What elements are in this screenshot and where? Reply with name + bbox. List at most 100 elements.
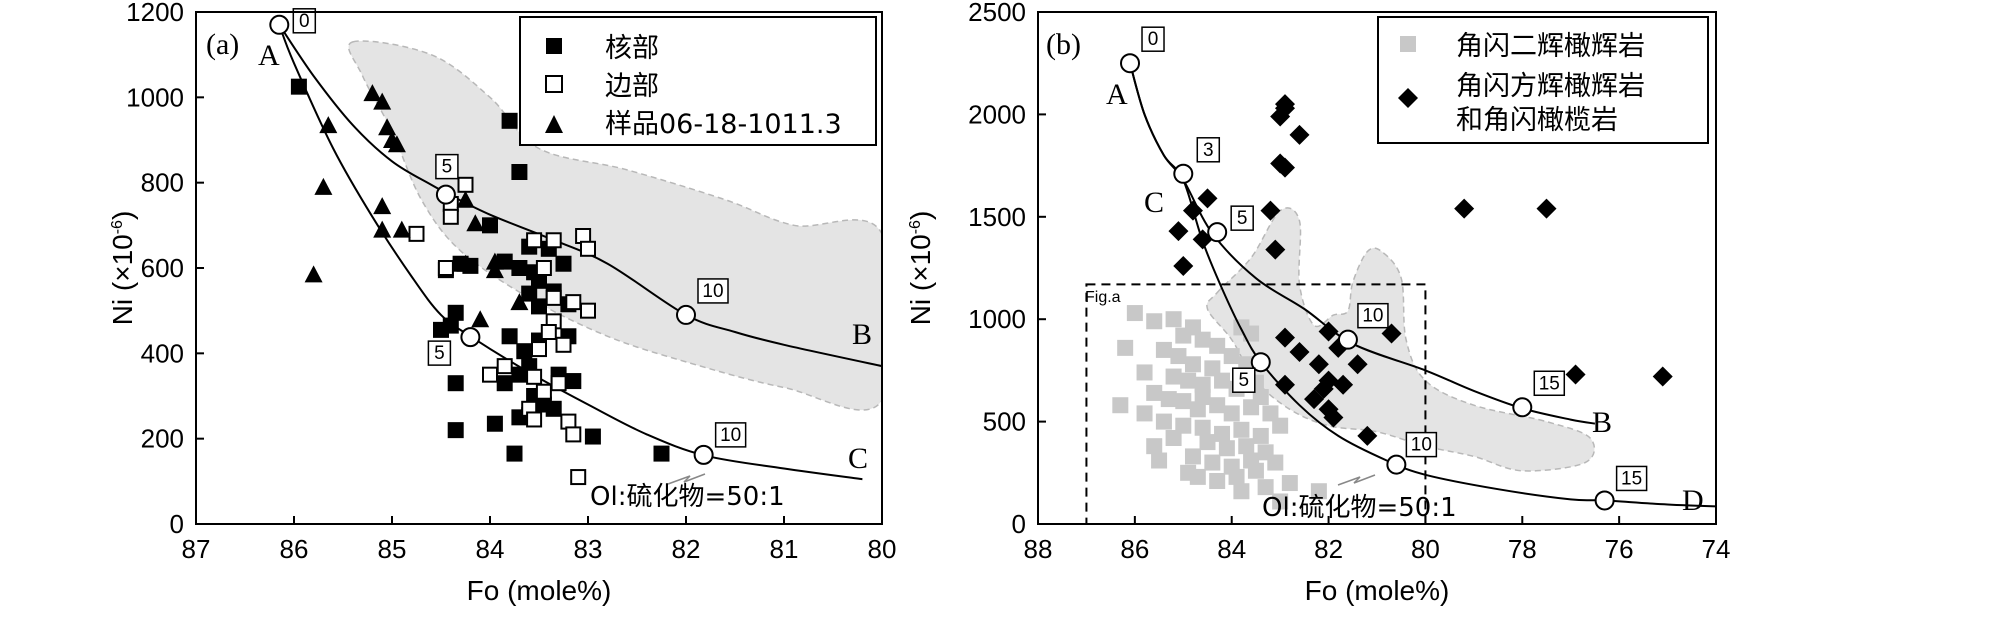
legend-filled-diamond-icon [1398, 88, 1418, 108]
y-tick-label: 800 [141, 168, 184, 198]
data-point [496, 358, 513, 375]
data-point [1168, 221, 1189, 242]
data-point [1243, 325, 1260, 342]
curve-tick-box [714, 422, 747, 448]
curve-open-circle [693, 444, 714, 465]
data-point [1308, 354, 1329, 375]
data-point [511, 164, 528, 180]
legend-filled-triangle-icon [545, 115, 563, 133]
data-point [1243, 452, 1260, 469]
panel-a-xlabel: Fo (mole%) [467, 575, 612, 606]
panel-b-curve-markers [1120, 53, 1615, 511]
panel-b-label: (b) [1046, 28, 1081, 61]
panel-a-label: (a) [206, 28, 239, 61]
data-point [555, 336, 572, 353]
panel-b-legend-gray: 角闪二辉橄辉岩 [1456, 31, 1645, 62]
panel-b: 0 3 5 10 15 5 10 15 (b) Fig.a A C B D Ol:硫化物=50… [905, 0, 1730, 606]
data-point [496, 375, 513, 392]
mixing-curve [278, 24, 882, 368]
curve-open-circle [1386, 454, 1407, 475]
panel-b-xlabel: Fo (mole%) [1305, 575, 1450, 606]
y-tick-label: 0 [1012, 509, 1026, 539]
data-point [1381, 323, 1402, 344]
data-point [387, 135, 406, 153]
data-point [501, 328, 518, 345]
panel-b-inset-label: Fig.a [1085, 289, 1121, 306]
x-tick-label: 84 [476, 534, 505, 564]
data-point [304, 265, 323, 283]
data-point [1333, 374, 1354, 395]
y-tick-label: 600 [141, 253, 184, 283]
data-point [482, 217, 498, 234]
data-point [1289, 124, 1310, 145]
panel-a-tick-labels: 0 5 5 10 10 [292, 8, 747, 448]
data-point [1146, 384, 1163, 401]
data-point [1180, 372, 1197, 389]
data-point [378, 118, 397, 136]
inset-dashed-box [1085, 283, 1427, 525]
y-tick-label: 0 [170, 509, 184, 539]
data-point [1257, 479, 1274, 496]
data-point [531, 341, 547, 358]
y-tick-label: 1200 [126, 0, 184, 27]
panel-a-ylabel: Ni (×10-6) [107, 211, 138, 326]
curve-open-circle [676, 304, 696, 325]
legend-open-square-icon [545, 75, 563, 93]
data-point [1233, 483, 1250, 500]
data-point [486, 415, 503, 432]
data-point [1310, 483, 1327, 500]
shaded-field-region [347, 40, 882, 411]
data-point [1165, 368, 1182, 385]
data-point [1194, 376, 1211, 393]
data-point [482, 366, 498, 383]
panel-b-legend-diamond-line1: 角闪方辉橄辉岩 [1456, 71, 1645, 102]
data-point [501, 112, 518, 129]
curve-tick-box [1196, 137, 1221, 163]
data-point [1136, 405, 1153, 422]
data-point [1289, 341, 1310, 362]
data-point [1347, 354, 1368, 375]
data-point [485, 261, 504, 279]
data-point [1204, 454, 1221, 471]
data-point [550, 375, 567, 392]
panel-a-legend-rim: 边部 [605, 71, 659, 102]
data-point [1652, 366, 1673, 387]
panel-a-ratio-pointer [667, 473, 706, 485]
data-point [1189, 468, 1206, 485]
curve-tick-box [1533, 370, 1566, 397]
data-point [1265, 239, 1286, 260]
curve-tick-box [1141, 26, 1165, 52]
x-tick-label: 80 [1411, 534, 1440, 564]
x-tick-label: 76 [1605, 534, 1634, 564]
data-point [1323, 407, 1344, 428]
data-point [1197, 188, 1218, 209]
data-point [471, 310, 490, 328]
data-point [447, 422, 464, 439]
curve-tick-box [697, 278, 729, 304]
data-point [1357, 425, 1378, 446]
panel-a-ratio-label: Ol:硫化物=50:1 [590, 482, 785, 512]
x-tick-label: 78 [1508, 534, 1537, 564]
panel-b-curve-b-label: B [1592, 406, 1612, 439]
data-point [1272, 493, 1289, 510]
data-point [545, 289, 562, 306]
legend-gray-square-icon [1400, 36, 1416, 52]
data-point [511, 366, 528, 383]
panel-a-legend-core: 核部 [605, 33, 659, 64]
data-point [1165, 429, 1182, 446]
panel-a-legend-sample: 样品06-18-1011.3 [605, 109, 842, 140]
data-point [1454, 198, 1475, 219]
data-point [1189, 401, 1206, 418]
x-tick-label: 80 [868, 534, 897, 564]
y-tick-label: 1000 [968, 304, 1026, 334]
data-point [1194, 419, 1211, 436]
data-point [516, 343, 533, 360]
data-point [373, 197, 392, 215]
data-point [1165, 311, 1182, 328]
data-point [526, 232, 543, 249]
curve-open-circle [1173, 163, 1194, 184]
data-point [314, 177, 333, 195]
data-point [1160, 391, 1177, 408]
curve-tick-value: 10 [720, 425, 741, 446]
data-point [535, 383, 552, 400]
